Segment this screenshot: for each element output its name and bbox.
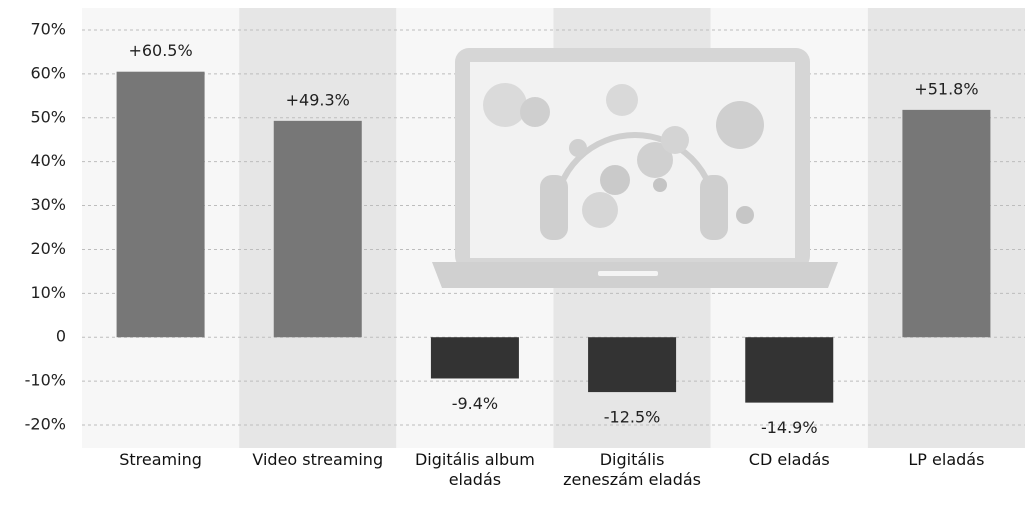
x-tick-label: CD eladás xyxy=(714,450,864,470)
x-tick-label: LP eladás xyxy=(871,450,1021,470)
laptop-illustration xyxy=(432,48,838,288)
y-tick-label: 40% xyxy=(30,151,66,170)
y-tick-label: 30% xyxy=(30,195,66,214)
x-tick-label: Video streaming xyxy=(243,450,393,470)
page: +60.5% +49.3% -9.4% -12.5% -14.9% +51.8% -20%… xyxy=(0,0,1033,505)
y-tick-label: 0 xyxy=(56,327,66,346)
bar xyxy=(117,72,205,338)
x-tick-label: Digitális zeneszám eladás xyxy=(557,450,707,490)
x-tick-label: Digitális album eladás xyxy=(400,450,550,490)
y-tick-label: 70% xyxy=(30,20,66,39)
bar xyxy=(274,121,362,337)
x-tick-label: Streaming xyxy=(86,450,236,470)
bar xyxy=(588,337,676,392)
value-label: +60.5% xyxy=(128,41,192,60)
bar xyxy=(902,110,990,337)
y-tick-label: 60% xyxy=(30,63,66,82)
bar xyxy=(745,337,833,402)
value-label: +51.8% xyxy=(914,79,978,98)
value-label: -12.5% xyxy=(604,408,661,427)
y-tick-label: -10% xyxy=(25,371,66,390)
y-tick-label: -20% xyxy=(25,415,66,434)
bar xyxy=(431,337,519,378)
value-label: -9.4% xyxy=(452,394,498,413)
y-tick-label: 10% xyxy=(30,283,66,302)
value-label: -14.9% xyxy=(761,418,818,437)
y-tick-label: 50% xyxy=(30,107,66,126)
y-tick-label: 20% xyxy=(30,239,66,258)
chart: +60.5% +49.3% -9.4% -12.5% -14.9% +51.8% -20%… xyxy=(0,0,1033,505)
value-label: +49.3% xyxy=(286,90,350,109)
